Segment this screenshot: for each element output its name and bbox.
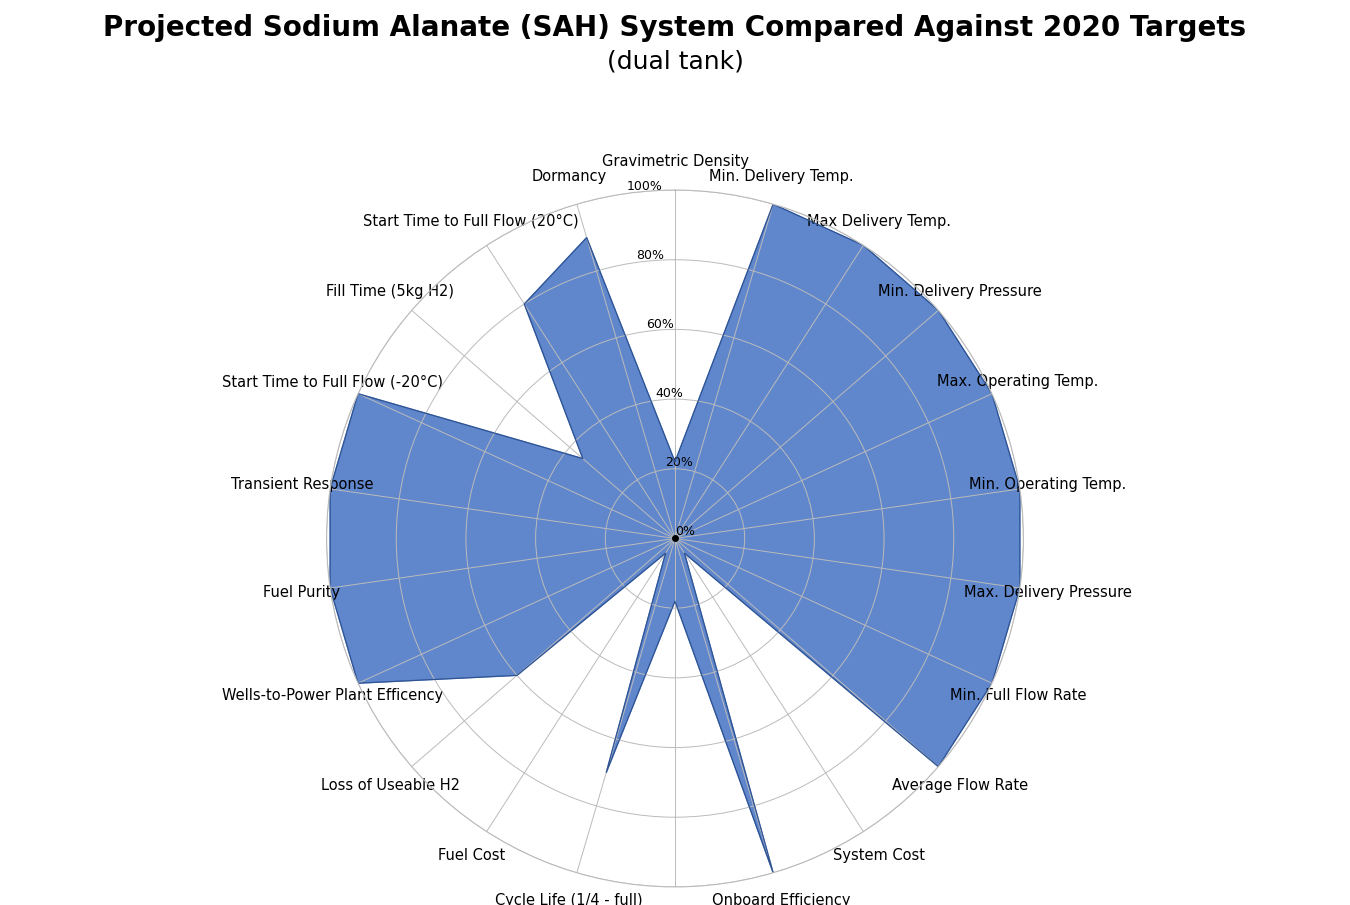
Text: (dual tank): (dual tank): [606, 50, 744, 74]
Text: Projected Sodium Alanate (SAH) System Compared Against 2020 Targets: Projected Sodium Alanate (SAH) System Co…: [104, 14, 1246, 42]
Polygon shape: [331, 205, 1019, 872]
